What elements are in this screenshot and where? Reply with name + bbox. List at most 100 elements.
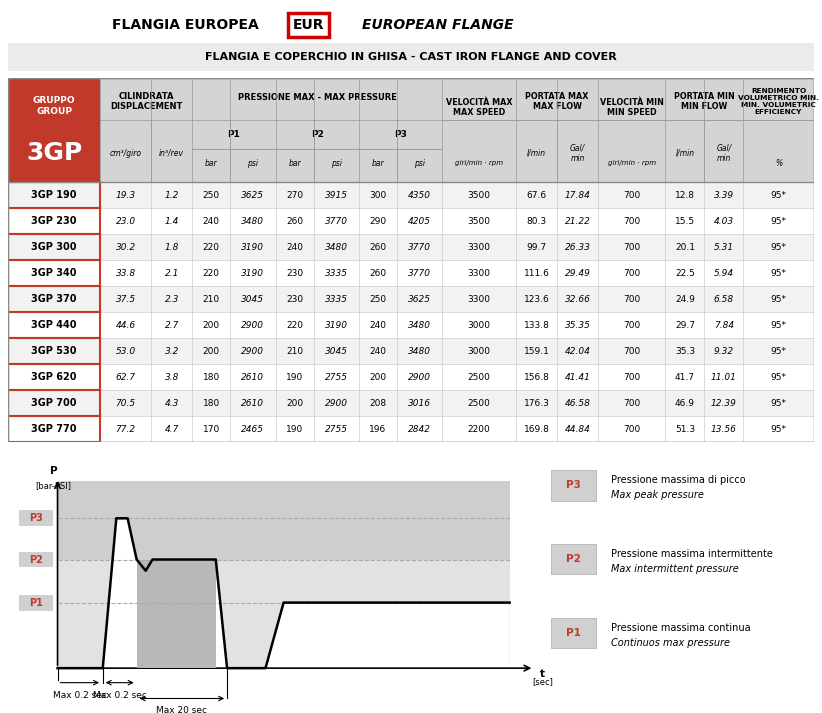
Bar (8, 78, 814, 182)
Text: 111.6: 111.6 (524, 269, 550, 277)
Text: 4.03: 4.03 (713, 217, 734, 225)
Text: cm³/giro: cm³/giro (109, 148, 141, 158)
Bar (8, 364, 814, 390)
Text: 250: 250 (369, 294, 386, 304)
Text: 260: 260 (369, 269, 386, 277)
Text: 15.5: 15.5 (675, 217, 695, 225)
Text: 35.35: 35.35 (565, 321, 591, 329)
Text: giri/min · rpm: giri/min · rpm (607, 160, 656, 166)
Text: 35.3: 35.3 (675, 347, 695, 356)
Text: 290: 290 (369, 217, 386, 225)
Text: 3000: 3000 (468, 347, 491, 356)
Text: 3480: 3480 (242, 217, 265, 225)
Text: 1.4: 1.4 (164, 217, 179, 225)
Text: 700: 700 (623, 424, 640, 434)
Text: 3.39: 3.39 (713, 190, 734, 200)
Text: bar: bar (205, 159, 218, 168)
Text: 700: 700 (623, 269, 640, 277)
Text: in³/rev: in³/rev (159, 148, 184, 158)
Text: 2500: 2500 (468, 399, 491, 408)
Text: 12.39: 12.39 (711, 399, 737, 408)
Text: 2900: 2900 (325, 399, 348, 408)
Text: 2500: 2500 (468, 373, 491, 381)
Text: 180: 180 (202, 399, 219, 408)
Text: 159.1: 159.1 (524, 347, 550, 356)
Text: 2900: 2900 (242, 347, 265, 356)
Text: 13.56: 13.56 (711, 424, 737, 434)
Text: 220: 220 (203, 269, 219, 277)
Text: 95*: 95* (770, 217, 787, 225)
Text: PRESSIONE MAX - MAX PRESSURE: PRESSIONE MAX - MAX PRESSURE (238, 93, 397, 101)
Text: Gal/
min: Gal/ min (570, 143, 585, 163)
Bar (8, 78, 814, 182)
Text: 260: 260 (286, 217, 303, 225)
Text: 700: 700 (623, 373, 640, 381)
Text: 230: 230 (286, 294, 303, 304)
Text: 1.2: 1.2 (164, 190, 179, 200)
Text: 2900: 2900 (409, 373, 432, 381)
Text: 190: 190 (286, 424, 303, 434)
Text: 17.84: 17.84 (565, 190, 591, 200)
Text: 250: 250 (203, 190, 219, 200)
Text: 2755: 2755 (325, 373, 348, 381)
Text: 3GP 700: 3GP 700 (31, 398, 77, 408)
Text: 41.7: 41.7 (675, 373, 695, 381)
Text: 9.32: 9.32 (713, 347, 734, 356)
Text: 95*: 95* (770, 347, 787, 356)
Bar (8, 78, 100, 182)
Text: 3GP 530: 3GP 530 (31, 346, 77, 356)
Bar (58, 481, 510, 560)
Text: 3045: 3045 (325, 347, 348, 356)
Text: 123.6: 123.6 (524, 294, 549, 304)
Text: Max intermittent pressure: Max intermittent pressure (611, 564, 738, 574)
Bar (8, 260, 100, 286)
Text: 300: 300 (369, 190, 386, 200)
Bar (551, 618, 596, 648)
Text: 19.3: 19.3 (116, 190, 136, 200)
Text: giri/min · rpm: giri/min · rpm (455, 160, 503, 166)
Text: 23.0: 23.0 (116, 217, 136, 225)
Text: 2900: 2900 (242, 321, 265, 329)
Text: 4.7: 4.7 (164, 424, 179, 434)
Bar (8, 390, 100, 416)
Bar (8, 312, 814, 338)
Text: 67.6: 67.6 (527, 190, 547, 200)
Text: 3300: 3300 (468, 269, 491, 277)
Text: 3190: 3190 (325, 321, 348, 329)
Text: Max 20 sec: Max 20 sec (156, 707, 207, 713)
Text: 3GP 340: 3GP 340 (31, 268, 77, 278)
Text: 220: 220 (286, 321, 303, 329)
Text: 32.66: 32.66 (565, 294, 591, 304)
Bar (8, 208, 100, 234)
Text: 29.49: 29.49 (565, 269, 591, 277)
Text: 176.3: 176.3 (524, 399, 550, 408)
Text: 46.58: 46.58 (565, 399, 591, 408)
Text: 3500: 3500 (468, 217, 491, 225)
Text: 3480: 3480 (325, 242, 348, 252)
Text: P3: P3 (566, 481, 581, 491)
Text: 37.5: 37.5 (116, 294, 136, 304)
Text: 2200: 2200 (468, 424, 491, 434)
Text: 95*: 95* (770, 242, 787, 252)
Text: CILINDRATA
DISPLACEMENT: CILINDRATA DISPLACEMENT (110, 91, 182, 111)
Text: 210: 210 (203, 294, 219, 304)
Text: 6.58: 6.58 (713, 294, 734, 304)
Text: 700: 700 (623, 242, 640, 252)
Text: 3480: 3480 (409, 321, 432, 329)
Text: 240: 240 (369, 321, 386, 329)
Text: 26.33: 26.33 (565, 242, 591, 252)
Text: 3190: 3190 (242, 269, 265, 277)
Text: 24.9: 24.9 (675, 294, 695, 304)
Text: %: % (775, 159, 783, 168)
Text: P1: P1 (566, 628, 581, 638)
Text: 200: 200 (203, 347, 219, 356)
Bar (8, 286, 814, 312)
Bar (8, 286, 100, 312)
Text: 169.8: 169.8 (524, 424, 550, 434)
Text: 208: 208 (369, 399, 386, 408)
Bar (8, 416, 814, 442)
Text: P1: P1 (228, 130, 240, 139)
Text: EUR: EUR (293, 18, 324, 32)
Text: 4.3: 4.3 (164, 399, 179, 408)
Text: 3300: 3300 (468, 294, 491, 304)
